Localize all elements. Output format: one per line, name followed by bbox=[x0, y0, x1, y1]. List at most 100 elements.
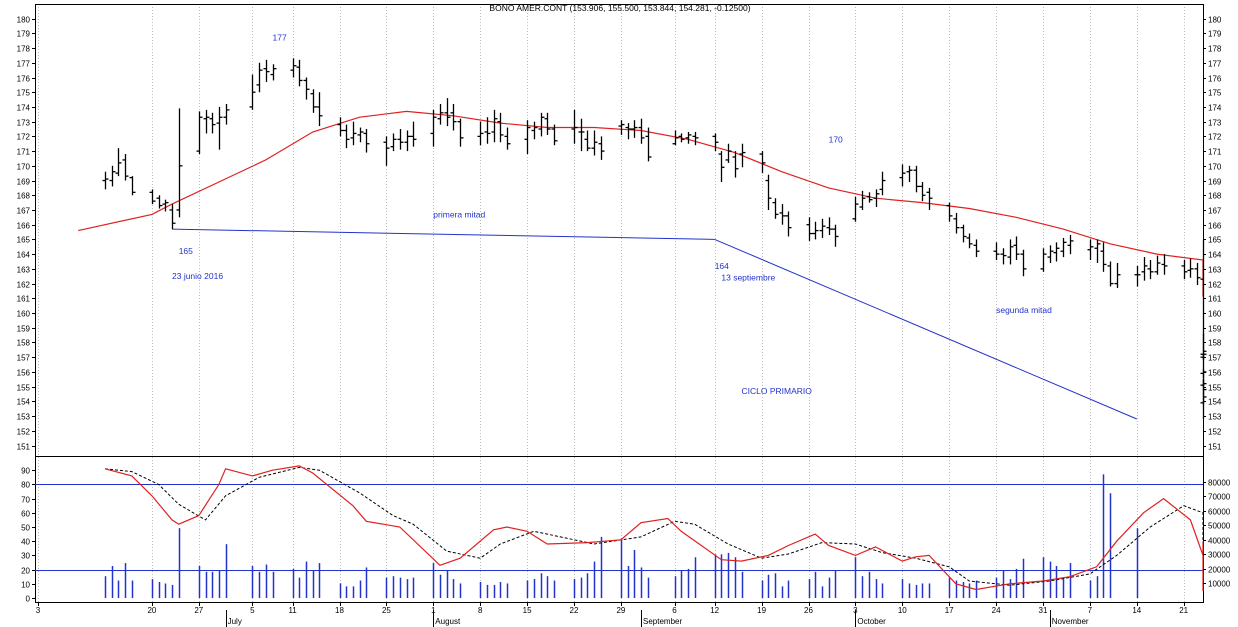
volume-tick-label: 70000 bbox=[1208, 493, 1231, 502]
ohlc-bar bbox=[1154, 255, 1161, 275]
price-tick-label-left: 166 bbox=[17, 222, 31, 231]
volume-tick-label: 10000 bbox=[1208, 580, 1231, 589]
ohlc-bar bbox=[169, 204, 176, 230]
ohlc-bar bbox=[1060, 237, 1067, 258]
price-tick-label-left: 179 bbox=[17, 30, 31, 39]
price-tick-label-left: 156 bbox=[17, 369, 31, 378]
x-tick-label: 20 bbox=[147, 606, 156, 615]
ohlc-bar bbox=[1100, 242, 1107, 272]
price-tick-label-right: 163 bbox=[1208, 266, 1222, 275]
ohlc-bar bbox=[1000, 248, 1007, 265]
ohlc-bar bbox=[759, 151, 766, 174]
price-tick-label-right: 180 bbox=[1208, 16, 1222, 25]
price-tick-label-left: 165 bbox=[17, 236, 31, 245]
ohlc-bar bbox=[115, 148, 122, 177]
oscillator-slow-line bbox=[104, 466, 1204, 587]
ohlc-bar bbox=[316, 92, 323, 127]
x-tick-label: 27 bbox=[194, 606, 203, 615]
ohlc-bar bbox=[1094, 239, 1101, 263]
ohlc-bar bbox=[645, 127, 652, 162]
ohlc-bar bbox=[544, 112, 551, 135]
ohlc-bar bbox=[290, 58, 297, 78]
price-tick-label-right: 174 bbox=[1208, 104, 1222, 113]
ohlc-bar bbox=[819, 218, 826, 238]
chart-annotation: 177 bbox=[273, 33, 287, 43]
ohlc-bar bbox=[832, 224, 839, 247]
ohlc-bar bbox=[960, 224, 967, 243]
price-tick-label-right: 176 bbox=[1208, 75, 1222, 84]
ohlc-bar bbox=[223, 103, 230, 125]
ohlc-bar bbox=[618, 120, 625, 135]
price-tick-label-right: 170 bbox=[1208, 163, 1222, 172]
month-label: November bbox=[1052, 617, 1089, 626]
price-tick-label-left: 180 bbox=[17, 16, 31, 25]
volume-panel bbox=[104, 474, 1139, 598]
x-tick-label: 22 bbox=[570, 606, 579, 615]
price-tick-label-left: 168 bbox=[17, 192, 31, 201]
ohlc-bar bbox=[1007, 239, 1014, 265]
price-tick-label-left: 157 bbox=[17, 354, 31, 363]
chart-annotation: 13 septiembre bbox=[721, 273, 775, 283]
chart-annotation: segunda mitad bbox=[996, 305, 1052, 315]
price-tick-label-left: 152 bbox=[17, 428, 31, 437]
annotations: 177 170 165 23 junio 2016 164 13 septiembre pr… bbox=[172, 33, 1052, 396]
price-tick-label-right: 160 bbox=[1208, 310, 1222, 319]
trendline bbox=[171, 228, 715, 240]
ohlc-bar bbox=[946, 202, 953, 222]
ohlc-bar bbox=[913, 165, 920, 193]
ohlc-bar bbox=[765, 174, 772, 210]
volume-tick-label: 30000 bbox=[1208, 551, 1231, 560]
volume-tick-label: 50000 bbox=[1208, 522, 1231, 531]
chart-annotation: primera mitad bbox=[433, 209, 485, 219]
price-tick-label-right: 178 bbox=[1208, 45, 1222, 54]
moving-average-line bbox=[78, 110, 1204, 297]
ohlc-bar bbox=[973, 239, 980, 258]
price-tick-label-right: 172 bbox=[1208, 133, 1222, 142]
ohlc-bar bbox=[866, 192, 873, 203]
x-tick-label: 15 bbox=[523, 606, 532, 615]
price-tick-label-right: 152 bbox=[1208, 428, 1222, 437]
ohlc-bar bbox=[122, 154, 129, 181]
ohlc-bar bbox=[718, 151, 725, 183]
price-tick-label-right: 157 bbox=[1208, 354, 1222, 363]
price-tick-label-left: 163 bbox=[17, 266, 31, 275]
chart-annotation: CICLO PRIMARIO bbox=[742, 386, 813, 396]
price-bars bbox=[102, 58, 1207, 420]
ohlc-bar bbox=[397, 129, 404, 150]
ohlc-bar bbox=[551, 124, 558, 146]
ohlc-bar bbox=[578, 118, 585, 152]
price-tick-label-left: 154 bbox=[17, 398, 31, 407]
ohlc-bar bbox=[625, 123, 632, 140]
price-tick-label-right: 169 bbox=[1208, 178, 1222, 187]
trendline bbox=[714, 238, 1137, 420]
chart-annotation: 23 junio 2016 bbox=[172, 271, 223, 281]
ohlc-bar bbox=[1013, 236, 1020, 261]
x-tick-label: 25 bbox=[382, 606, 391, 615]
ohlc-bar bbox=[263, 59, 270, 82]
price-tick-label-right: 167 bbox=[1208, 207, 1222, 216]
ohlc-bar bbox=[692, 131, 699, 146]
price-tick-label-right: 177 bbox=[1208, 60, 1222, 69]
osc-tick-label: 30 bbox=[21, 552, 30, 561]
x-tick-label: 21 bbox=[1179, 606, 1188, 615]
ohlc-bar bbox=[296, 59, 303, 87]
price-tick-label-right: 175 bbox=[1208, 89, 1222, 98]
price-tick-label-left: 164 bbox=[17, 251, 31, 260]
ohlc-bar bbox=[129, 176, 136, 196]
ohlc-bar bbox=[1107, 261, 1114, 287]
x-tick-label: 29 bbox=[616, 606, 625, 615]
ohlc-bar bbox=[524, 120, 531, 155]
ohlc-bar bbox=[879, 171, 886, 196]
osc-tick-label: 0 bbox=[26, 595, 31, 604]
osc-tick-label: 80 bbox=[21, 481, 30, 490]
x-tick-label: 7 bbox=[1088, 606, 1093, 615]
price-tick-label-right: 156 bbox=[1208, 369, 1222, 378]
ohlc-bar bbox=[1134, 265, 1141, 287]
chart-annotation: 165 bbox=[179, 246, 193, 256]
price-tick-label-left: 153 bbox=[17, 413, 31, 422]
price-tick-label-left: 177 bbox=[17, 60, 31, 69]
ohlc-bar bbox=[102, 171, 109, 190]
ohlc-bar bbox=[196, 111, 203, 155]
ohlc-bar bbox=[531, 121, 538, 140]
